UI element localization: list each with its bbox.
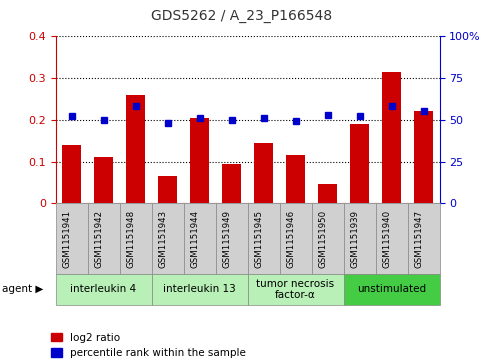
Text: GSM1151940: GSM1151940 (383, 209, 392, 268)
Bar (94, 158, 113, 203)
Text: GSM1151944: GSM1151944 (190, 209, 199, 268)
Text: GSM1151941: GSM1151941 (62, 209, 71, 268)
Text: GSM1151942: GSM1151942 (95, 209, 103, 268)
Bar (382, 72, 401, 203)
Text: unstimulated: unstimulated (357, 285, 426, 294)
Bar (318, 184, 337, 203)
Text: GSM1151939: GSM1151939 (351, 210, 359, 268)
Text: interleukin 13: interleukin 13 (163, 285, 236, 294)
Bar (222, 164, 241, 203)
Bar (190, 118, 209, 203)
Bar (62, 145, 81, 203)
Text: GSM1151948: GSM1151948 (127, 209, 136, 268)
Bar (158, 176, 177, 203)
Bar (414, 111, 433, 203)
Text: GSM1151947: GSM1151947 (414, 209, 424, 268)
Bar (286, 155, 305, 203)
Bar (126, 95, 145, 203)
Text: GSM1151943: GSM1151943 (158, 209, 168, 268)
Text: GDS5262 / A_23_P166548: GDS5262 / A_23_P166548 (151, 9, 332, 23)
Legend: log2 ratio, percentile rank within the sample: log2 ratio, percentile rank within the s… (51, 333, 246, 358)
Bar (350, 124, 369, 203)
Bar (254, 143, 273, 203)
Text: GSM1151946: GSM1151946 (286, 209, 296, 268)
Text: interleukin 4: interleukin 4 (71, 285, 137, 294)
Text: GSM1151950: GSM1151950 (318, 209, 327, 268)
Text: GSM1151949: GSM1151949 (223, 210, 231, 268)
Text: GSM1151945: GSM1151945 (255, 209, 264, 268)
Text: agent ▶: agent ▶ (2, 285, 44, 294)
Text: tumor necrosis
factor-α: tumor necrosis factor-α (256, 279, 335, 300)
